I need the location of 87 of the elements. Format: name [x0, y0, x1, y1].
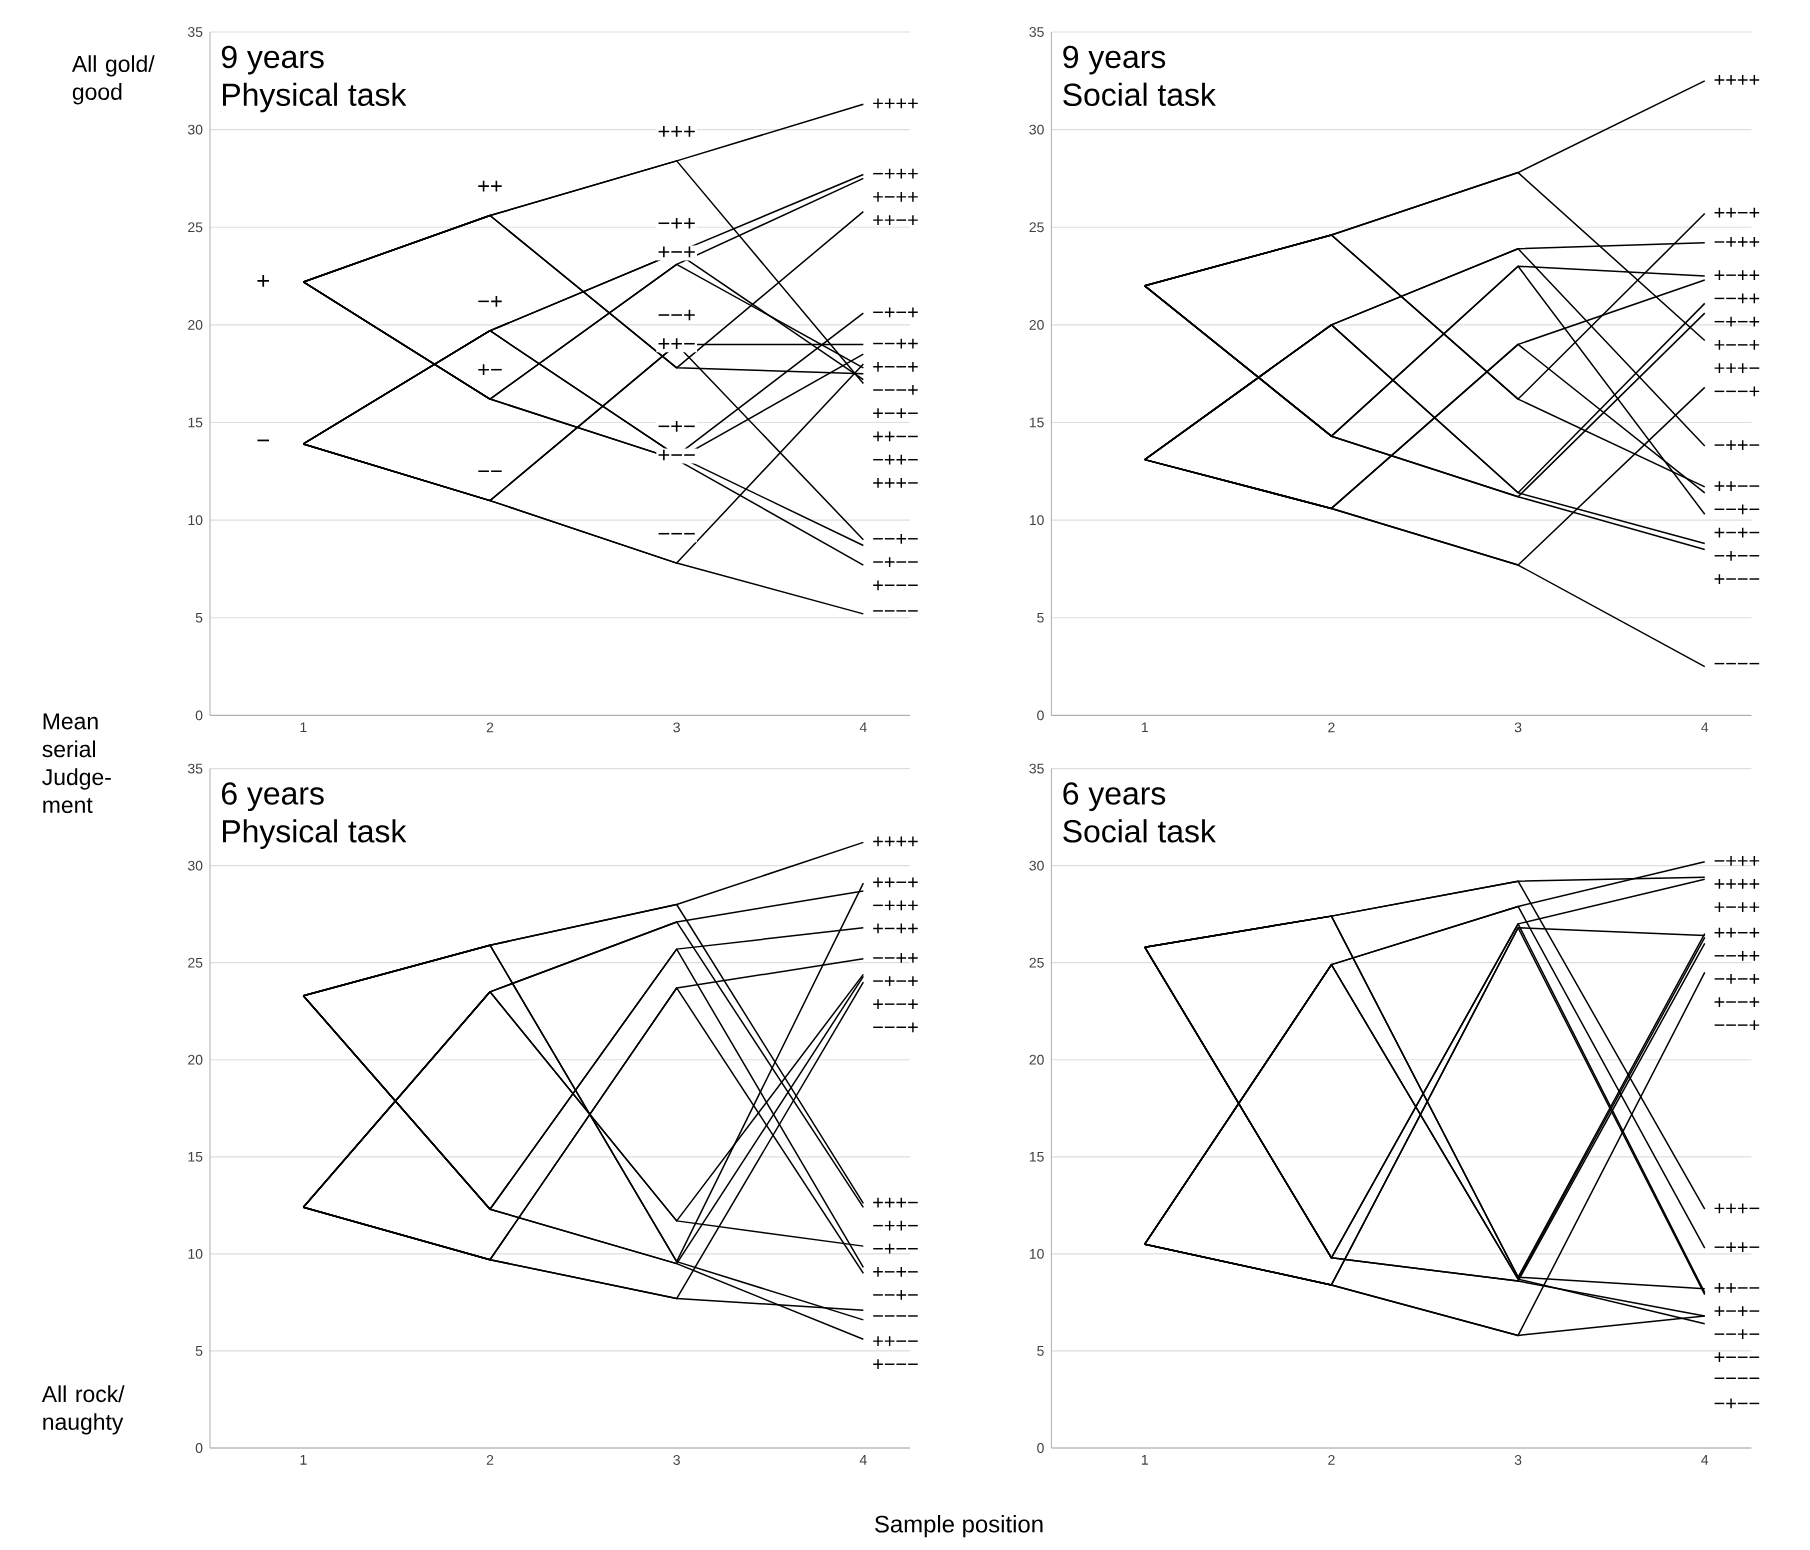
annotation: +++ — [658, 126, 695, 137]
series-label: −+++ — [1714, 856, 1760, 866]
annotation: −++ — [658, 217, 695, 229]
text: −++− — [873, 454, 918, 465]
series-label: −−−− — [1714, 662, 1760, 665]
text: All rock/ naughty — [41, 1385, 125, 1435]
series-label: +−−+ — [873, 361, 918, 372]
series-label: −++− — [1714, 1242, 1760, 1253]
series-label: +−++ — [873, 192, 918, 202]
series-label: +−−− — [873, 580, 918, 591]
annotation: −+− — [658, 420, 695, 432]
series-label: +−++ — [1714, 902, 1760, 912]
series-label: ++++ — [1714, 75, 1760, 85]
text: Social task — [1063, 82, 1216, 107]
series-label: −−++ — [873, 338, 918, 349]
series-label: −−−− — [873, 1315, 918, 1317]
series-label: −−+− — [873, 1290, 918, 1300]
annotation: +− — [478, 364, 502, 376]
series-label: −++− — [873, 1220, 918, 1231]
series-label: −−+− — [873, 533, 918, 544]
series-label: −−−+ — [873, 1022, 918, 1033]
series-label: −+++ — [1714, 237, 1760, 247]
series-label: −−−− — [873, 610, 918, 612]
series-label: +−−− — [873, 1359, 918, 1370]
annotation: ++ — [478, 180, 502, 192]
text: ++−− — [873, 431, 918, 442]
text: Social task — [1063, 819, 1216, 843]
series-label: ++++ — [873, 836, 918, 847]
y-axis-title: Mean serial Judge-ment — [42, 713, 111, 814]
series-label: −+−+ — [1714, 974, 1760, 984]
series-label: +−+− — [1714, 1306, 1760, 1316]
series-label: +−++ — [1714, 270, 1760, 281]
annotation: −−− — [658, 532, 695, 535]
series-label: +++− — [873, 1197, 918, 1208]
series-label: −+++ — [873, 168, 918, 179]
text: −+−− — [1714, 1398, 1760, 1409]
chart-title: 9 years — [1063, 45, 1166, 75]
chart-title: 6 years — [1063, 782, 1166, 812]
text: Physical task — [223, 819, 407, 849]
series-label: −−++ — [1714, 293, 1760, 304]
annotation: −− — [478, 470, 502, 473]
text: +−+− — [873, 408, 918, 419]
series-label: −+++ — [873, 900, 918, 911]
text: −−−− — [1714, 1377, 1760, 1379]
chart-title: 6 years — [222, 782, 324, 812]
series-label: −++− — [1714, 440, 1760, 450]
series-label: +++− — [1714, 363, 1760, 373]
annotation: + — [257, 275, 270, 287]
series-label: +−−− — [1714, 574, 1760, 584]
series-label: ++−− — [1714, 481, 1760, 491]
series-label: +−+− — [873, 1266, 918, 1277]
series-label: ++++ — [1714, 879, 1760, 889]
series-label: +−−+ — [1714, 997, 1760, 1007]
series-label: −+−− — [873, 557, 918, 567]
series-label: +−−− — [1714, 1352, 1760, 1363]
series-label: −+−− — [1714, 550, 1760, 561]
series-label: −−−+ — [1714, 386, 1760, 397]
annotation: −−+ — [658, 309, 695, 321]
series-label: +−−+ — [873, 999, 918, 1010]
annotation: − — [257, 439, 270, 442]
series-label: ++−+ — [873, 215, 918, 225]
series-label: ++−− — [873, 1336, 918, 1347]
series-label: +−−+ — [1714, 340, 1760, 350]
text: +++− — [873, 478, 918, 488]
series-label: ++++ — [873, 98, 918, 109]
series-label: −−+− — [1714, 1329, 1760, 1340]
series-label: −−+− — [1714, 504, 1760, 515]
series-label: +−++ — [873, 923, 918, 934]
series-label: ++−+ — [1714, 207, 1760, 218]
annotation: −+ — [478, 295, 502, 307]
series-label: −−−+ — [873, 385, 918, 395]
series-label: −+−+ — [873, 307, 918, 318]
series-label: ++−+ — [873, 877, 918, 888]
x-axis-title: Sample position — [875, 1515, 1043, 1538]
series-label: −−−+ — [1714, 1020, 1760, 1030]
series-label: −+−− — [873, 1243, 918, 1254]
series-label: ++−+ — [1714, 927, 1760, 938]
series-label: −+−+ — [873, 976, 918, 986]
text: All gold/ good — [71, 55, 155, 105]
series-label: −−++ — [1714, 950, 1760, 961]
series-label: ++−− — [1714, 1283, 1760, 1293]
text: Physical task — [223, 82, 407, 113]
chart-title: 9 years — [221, 45, 324, 75]
series-label: −+−+ — [1714, 316, 1760, 327]
series-label: −−++ — [873, 953, 918, 963]
series-label: +++− — [1714, 1203, 1760, 1214]
series-label: +−+− — [1714, 527, 1760, 538]
